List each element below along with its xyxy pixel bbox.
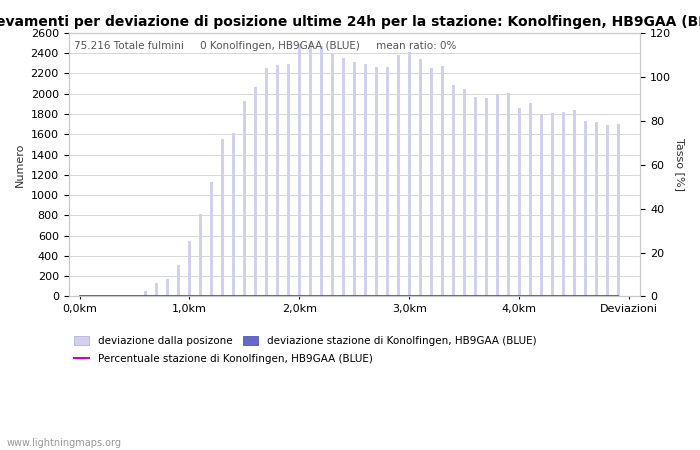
Bar	[452, 85, 455, 297]
Bar	[221, 140, 224, 297]
Bar	[177, 265, 180, 297]
Text: www.lightningmaps.org: www.lightningmaps.org	[7, 438, 122, 448]
Bar	[375, 68, 378, 297]
Bar	[243, 101, 246, 297]
Bar	[188, 241, 191, 297]
Bar	[419, 59, 421, 297]
Bar	[463, 89, 466, 297]
Bar	[144, 292, 147, 297]
Bar	[518, 108, 521, 297]
Bar	[540, 114, 542, 297]
Bar	[573, 110, 575, 297]
Bar	[507, 93, 510, 297]
Bar	[199, 214, 202, 297]
Bar	[232, 133, 234, 297]
Bar	[529, 103, 532, 297]
Bar	[606, 125, 609, 297]
Bar	[331, 53, 334, 297]
Bar	[496, 94, 498, 297]
Bar	[441, 67, 444, 297]
Bar	[397, 55, 400, 297]
Bar	[265, 68, 268, 297]
Bar	[287, 64, 290, 297]
Bar	[320, 46, 323, 297]
Legend: Percentuale stazione di Konolfingen, HB9GAA (BLUE): Percentuale stazione di Konolfingen, HB9…	[74, 355, 372, 365]
Bar	[342, 58, 345, 297]
Bar	[210, 182, 213, 297]
Bar	[551, 113, 554, 297]
Bar	[298, 44, 301, 297]
Bar	[353, 63, 356, 297]
Title: Rilevamenti per deviazione di posizione ultime 24h per la stazione: Konolfingen,: Rilevamenti per deviazione di posizione …	[0, 15, 700, 29]
Bar	[562, 112, 565, 297]
Bar	[617, 124, 620, 297]
Bar	[309, 43, 312, 297]
Bar	[276, 65, 279, 297]
Bar	[254, 87, 257, 297]
Bar	[595, 122, 598, 297]
Y-axis label: Tasso [%]: Tasso [%]	[675, 138, 685, 191]
Bar	[408, 52, 411, 297]
Bar	[430, 68, 433, 297]
Y-axis label: Numero: Numero	[15, 143, 25, 187]
Text: 75.216 Totale fulmini     0 Konolfingen, HB9GAA (BLUE)     mean ratio: 0%: 75.216 Totale fulmini 0 Konolfingen, HB9…	[74, 41, 456, 51]
Bar	[584, 121, 587, 297]
Bar	[386, 68, 389, 297]
Bar	[474, 97, 477, 297]
Bar	[485, 98, 488, 297]
Bar	[155, 284, 158, 297]
Bar	[166, 279, 169, 297]
Bar	[364, 64, 367, 297]
